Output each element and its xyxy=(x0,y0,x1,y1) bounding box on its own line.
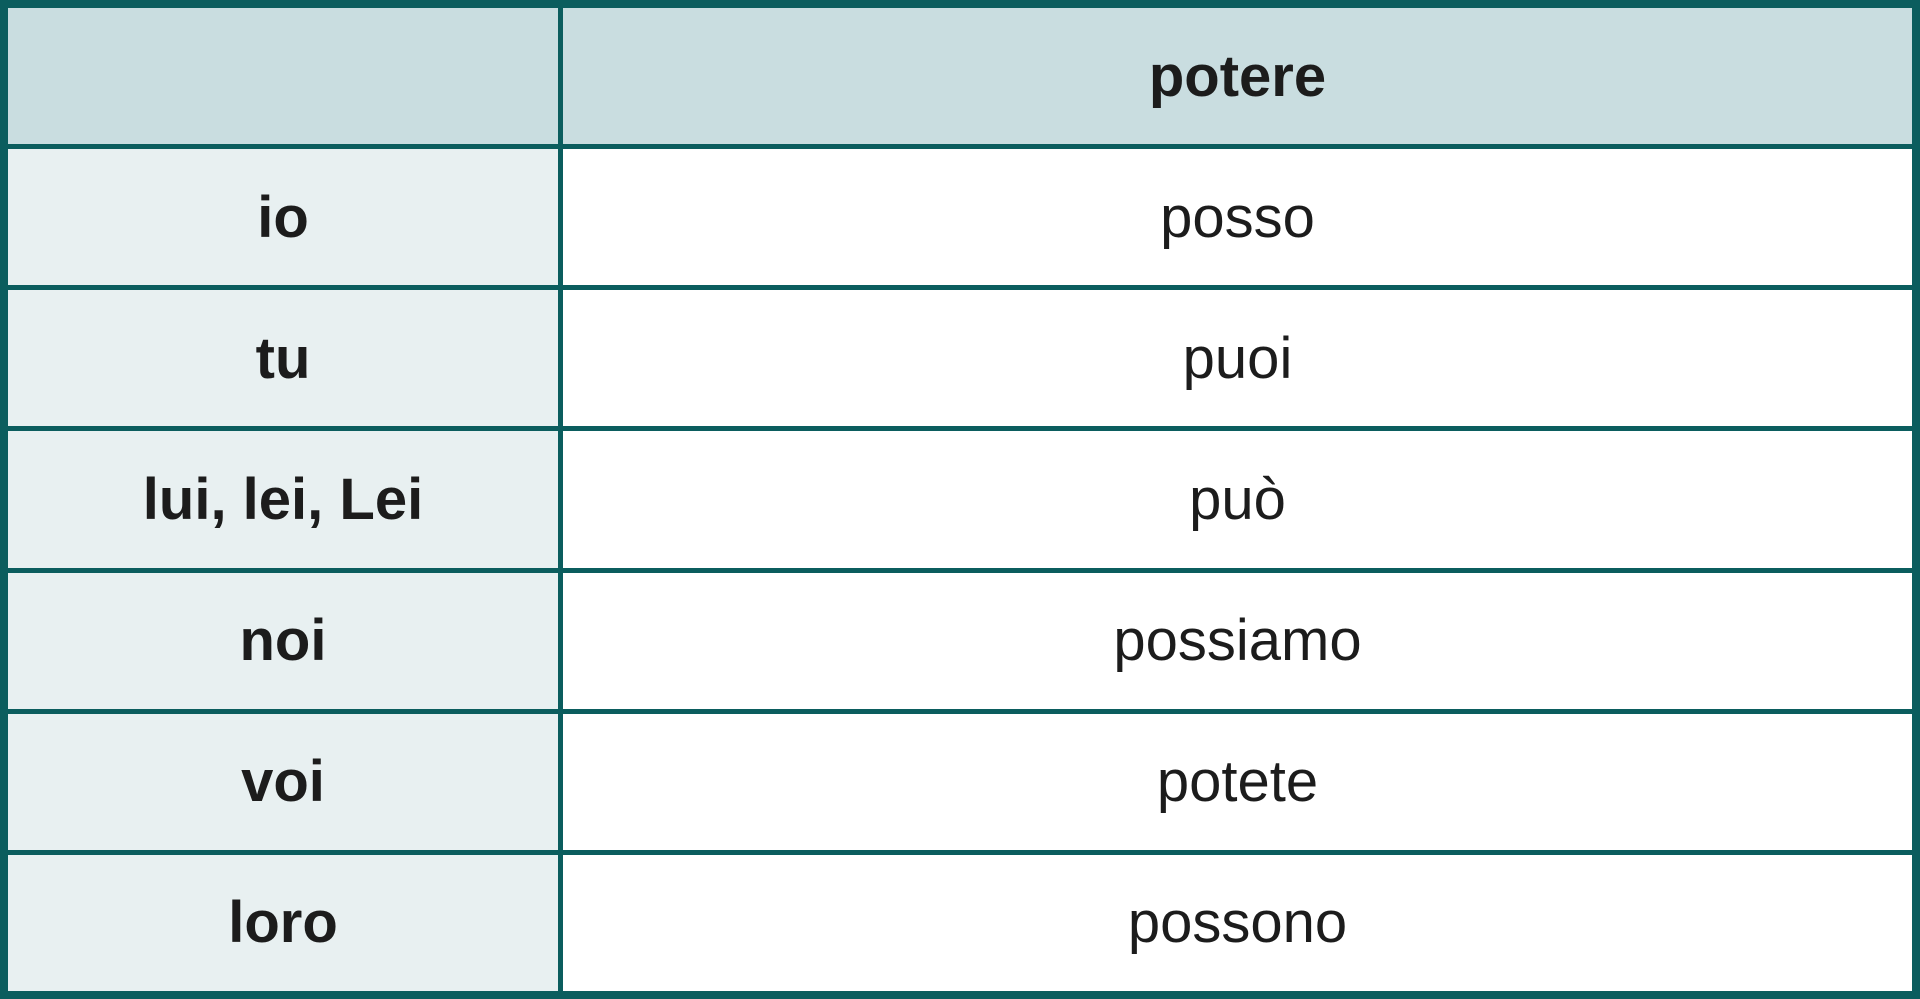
verb-form-cell-io: posso xyxy=(563,149,1912,286)
pronoun-cell-noi: noi xyxy=(8,572,558,709)
verb-form-cell-noi: possiamo xyxy=(563,572,1912,709)
verb-form-cell-tu: puoi xyxy=(563,290,1912,427)
pronoun-cell-voi: voi xyxy=(8,713,558,850)
pronoun-cell-io: io xyxy=(8,149,558,286)
verb-form-cell-lui-lei: può xyxy=(563,431,1912,568)
verb-form-cell-voi: potete xyxy=(563,713,1912,850)
verb-form-cell-loro: possono xyxy=(563,854,1912,991)
table-header-verb-cell: potere xyxy=(563,8,1912,145)
pronoun-cell-loro: loro xyxy=(8,854,558,991)
pronoun-cell-lui-lei: lui, lei, Lei xyxy=(8,431,558,568)
table-header-corner-cell xyxy=(8,8,558,145)
pronoun-cell-tu: tu xyxy=(8,290,558,427)
